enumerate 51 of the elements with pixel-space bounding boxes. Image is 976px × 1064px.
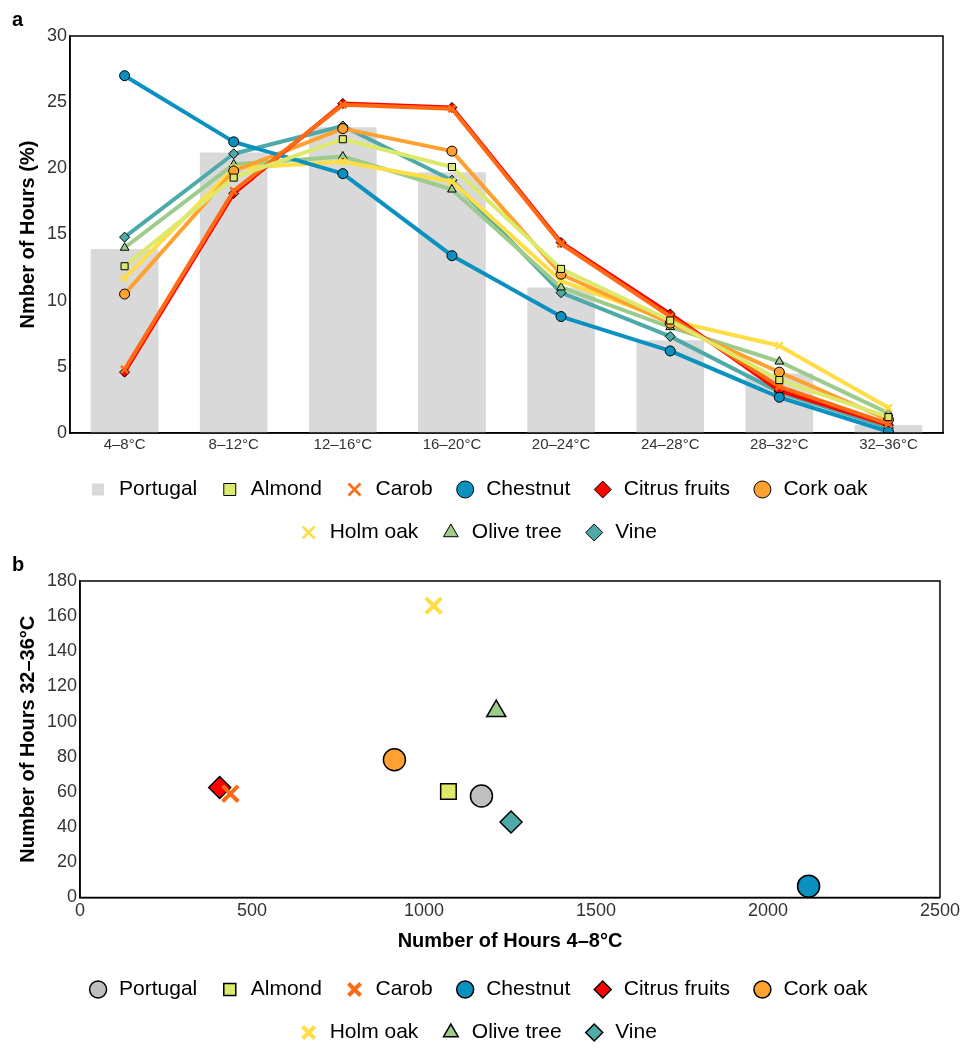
- x-axis-title: Number of Hours 4–8°C: [397, 928, 623, 951]
- legend-label: Citrus fruits: [623, 976, 730, 1000]
- legend-label: Portugal: [119, 476, 198, 500]
- y-axis-title: Nmber of Hours (%): [15, 140, 38, 329]
- legend-label: Olive tree: [471, 1019, 562, 1043]
- chart-title: a: [12, 7, 24, 30]
- legend-label: Cork oak: [783, 476, 868, 500]
- y-tick-label: 160: [46, 605, 78, 626]
- y-tick-label: 40: [57, 816, 78, 837]
- x-tick-label: 16–20°C: [422, 435, 482, 453]
- x-tick-label: 20–24°C: [531, 435, 591, 453]
- legend-label: Portugal: [119, 976, 198, 1000]
- y-tick-label: 20: [46, 157, 68, 178]
- y-tick-label: 140: [46, 640, 78, 661]
- legend-label: Vine: [615, 519, 657, 543]
- y-tick-label: 120: [46, 675, 78, 696]
- x-tick-label: 32–36°C: [859, 435, 918, 453]
- y-tick-label: 30: [46, 24, 68, 45]
- y-tick-label: 180: [46, 569, 78, 590]
- y-tick-label: 60: [57, 780, 78, 801]
- x-tick-label: 28–32°C: [750, 435, 809, 453]
- x-tick-label: 4–8°C: [103, 435, 146, 453]
- x-tick-label: 1000: [403, 900, 445, 921]
- x-tick-label: 1500: [575, 900, 617, 921]
- x-tick-label: 2000: [747, 900, 789, 921]
- y-tick-label: 20: [57, 851, 78, 872]
- y-tick-label: 80: [57, 745, 78, 766]
- y-tick-label: 10: [46, 289, 68, 310]
- x-tick-label: 8–12°C: [208, 435, 259, 453]
- y-tick-label: 25: [46, 91, 68, 112]
- x-tick-label: 24–28°C: [640, 435, 700, 453]
- legend-label: Cork oak: [783, 976, 868, 1000]
- y-tick-label: 5: [57, 355, 68, 376]
- legend-label: Chestnut: [486, 476, 571, 500]
- x-tick-label: 12–16°C: [313, 435, 373, 453]
- legend-label: Chestnut: [486, 976, 571, 1000]
- chart-title: b: [12, 552, 25, 575]
- legend-label: Olive tree: [471, 519, 562, 543]
- x-tick-label: 2500: [919, 900, 960, 921]
- y-tick-label: 15: [46, 223, 68, 244]
- legend-label: Carob: [375, 976, 433, 1000]
- legend-label: Almond: [250, 476, 322, 500]
- legend-label: Vine: [615, 1019, 657, 1043]
- legend-label: Carob: [375, 476, 433, 500]
- legend-label: Almond: [250, 976, 322, 1000]
- legend-label: Holm oak: [329, 519, 419, 543]
- y-tick-label: 100: [46, 710, 78, 731]
- legend-label: Holm oak: [329, 1019, 419, 1043]
- y-axis-title: Number of Hours 32–36°C: [15, 615, 38, 863]
- legend-label: Citrus fruits: [623, 476, 730, 500]
- x-tick-label: 500: [237, 900, 268, 921]
